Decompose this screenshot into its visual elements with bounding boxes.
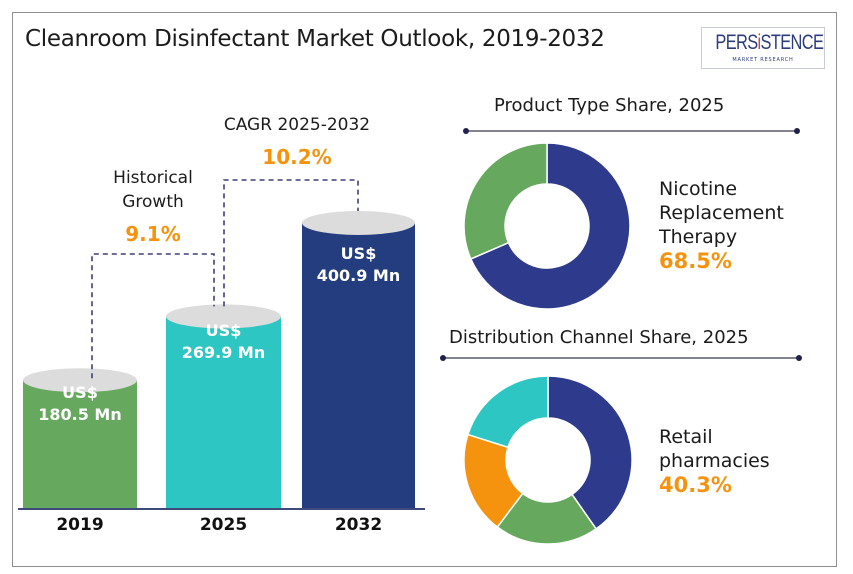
distribution-rule-dot-left xyxy=(440,355,446,361)
product-highlight-label: Nicotine Replacement Therapy 68.5% xyxy=(659,177,784,273)
distribution-highlight-label: Retail pharmacies 40.3% xyxy=(659,425,770,497)
historical-label-line2: Growth xyxy=(122,192,184,212)
distribution-channel-slice-4 xyxy=(467,375,549,449)
bar-2032-currency: US$ xyxy=(340,244,377,263)
x-tick-2019: 2019 xyxy=(56,515,104,535)
logo-subtitle: MARKET RESEARCH xyxy=(732,57,794,63)
distribution-highlight-line2: pharmacies xyxy=(659,450,770,472)
bar-2025-currency: US$ xyxy=(205,321,242,340)
bar-2019-label: US$ 180.5 Mn xyxy=(23,382,137,426)
logo-text-a: PERS xyxy=(715,31,758,54)
distribution-channel-title: Distribution Channel Share, 2025 xyxy=(449,327,749,348)
distribution-channel-slice-1 xyxy=(547,375,633,530)
distribution-highlight-value: 40.3% xyxy=(659,473,732,497)
product-type-title: Product Type Share, 2025 xyxy=(494,95,725,116)
distribution-highlight-line1: Retail xyxy=(659,426,713,448)
bar-2019-value: 180.5 Mn xyxy=(38,405,122,424)
bar-cap-2019 xyxy=(23,368,137,393)
historical-label-line1: Historical xyxy=(113,168,193,188)
product-type-rule-dot-right xyxy=(794,128,800,134)
cagr-label: CAGR 2025-2032 xyxy=(223,115,371,135)
page-title: Cleanroom Disinfectant Market Outlook, 2… xyxy=(25,26,605,52)
product-type-slice-2 xyxy=(463,142,548,260)
product-highlight-line1: Nicotine xyxy=(659,178,738,200)
logo-text-b: STENCE xyxy=(760,31,824,54)
logo-wordmark: PERSiSTENCE xyxy=(715,30,823,56)
product-highlight-line2: Replacement xyxy=(659,202,784,224)
product-highlight-line3: Therapy xyxy=(659,226,738,248)
historical-value: 9.1% xyxy=(125,222,181,246)
x-tick-2025: 2025 xyxy=(199,515,248,535)
bar-2025 xyxy=(166,316,281,509)
infographic-frame xyxy=(12,12,837,567)
bar-2025-label: US$ 269.9 Mn xyxy=(166,320,281,364)
bar-2032 xyxy=(302,222,415,509)
product-type-rule-dot-left xyxy=(463,128,469,134)
product-type-slice-1 xyxy=(469,142,631,310)
bar-cap-2025 xyxy=(166,304,281,329)
x-tick-2032: 2032 xyxy=(334,515,383,535)
distribution-rule-dot-right xyxy=(796,355,802,361)
bar-2019 xyxy=(23,380,137,509)
historical-growth-connector xyxy=(91,253,215,379)
product-highlight-value: 68.5% xyxy=(659,249,732,273)
bar-2025-value: 269.9 Mn xyxy=(181,343,266,362)
logo-text-i: i xyxy=(757,31,762,54)
cagr-value: 10.2% xyxy=(262,145,332,169)
bar-2032-label: US$ 400.9 Mn xyxy=(302,243,415,287)
persistence-logo: PERSiSTENCE MARKET RESEARCH xyxy=(701,27,825,69)
bar-2032-value: 400.9 Mn xyxy=(316,266,401,285)
bar-2019-currency: US$ xyxy=(62,383,98,402)
bar-cap-2032 xyxy=(302,210,415,235)
cagr-connector xyxy=(223,179,359,307)
